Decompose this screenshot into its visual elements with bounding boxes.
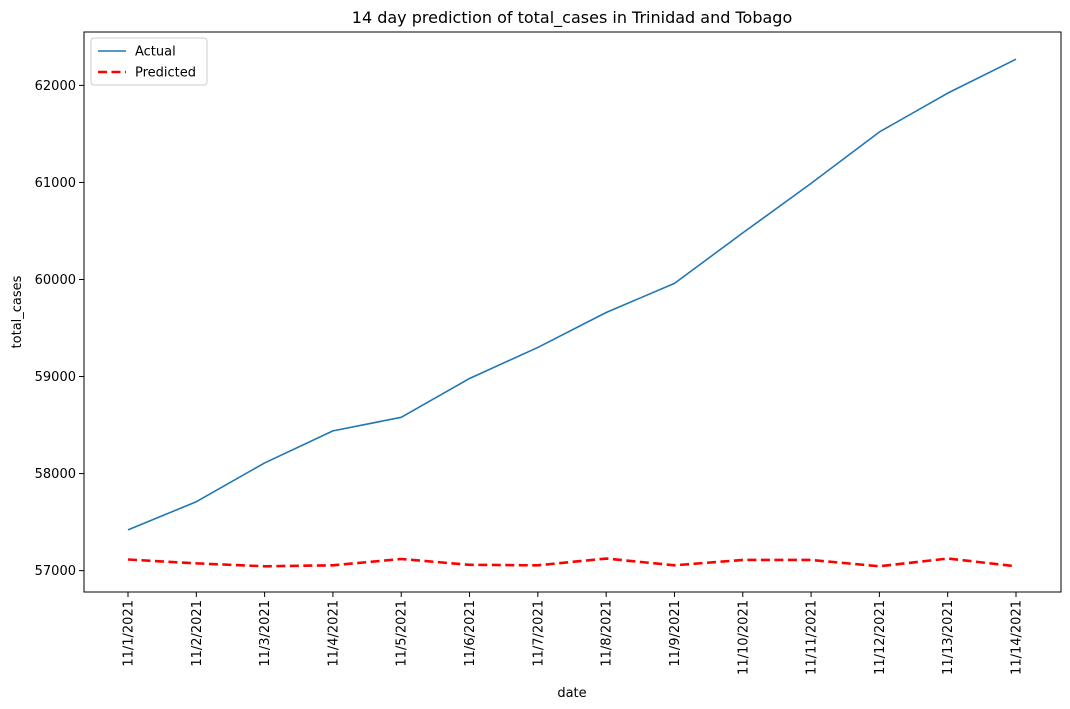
x-tick-label: 11/14/2021 [1010, 600, 1025, 675]
x-tick-label: 11/5/2021 [395, 600, 410, 667]
y-tick-label: 59000 [35, 370, 76, 385]
x-tick-label: 11/4/2021 [326, 600, 341, 667]
y-tick-label: 57000 [35, 564, 76, 579]
x-tick-label: 11/9/2021 [668, 600, 683, 667]
y-axis-label: total_cases [10, 275, 25, 348]
plot-frame [83, 31, 1062, 593]
x-tick-label: 11/2/2021 [190, 600, 205, 667]
x-tick-label: 11/3/2021 [258, 600, 273, 667]
x-tick-label: 11/13/2021 [941, 600, 956, 675]
y-tick-label: 60000 [35, 273, 76, 288]
legend: Actual Predicted [90, 37, 208, 86]
x-axis-label: date [557, 686, 586, 701]
legend-label-actual: Actual [135, 45, 176, 60]
chart-title: 14 day prediction of total_cases in Trin… [352, 8, 792, 28]
y-tick-label: 58000 [35, 467, 76, 482]
series-line-actual [127, 58, 1017, 531]
x-tick-label: 11/11/2021 [805, 600, 820, 675]
plot-area: 57000 58000 59000 60000 61000 62000 11/1/2021 1… [35, 31, 1062, 675]
x-tick-label: 11/12/2021 [873, 600, 888, 675]
y-tick-label: 61000 [35, 176, 76, 191]
x-tick-label: 11/1/2021 [122, 600, 137, 667]
x-tick-label: 11/6/2021 [463, 600, 478, 667]
legend-label-predicted: Predicted [135, 66, 196, 81]
x-tick-label: 11/10/2021 [736, 600, 751, 675]
y-tick-label: 62000 [35, 79, 76, 94]
x-tick-label: 11/8/2021 [600, 600, 615, 667]
x-tick-label: 11/7/2021 [531, 600, 546, 667]
